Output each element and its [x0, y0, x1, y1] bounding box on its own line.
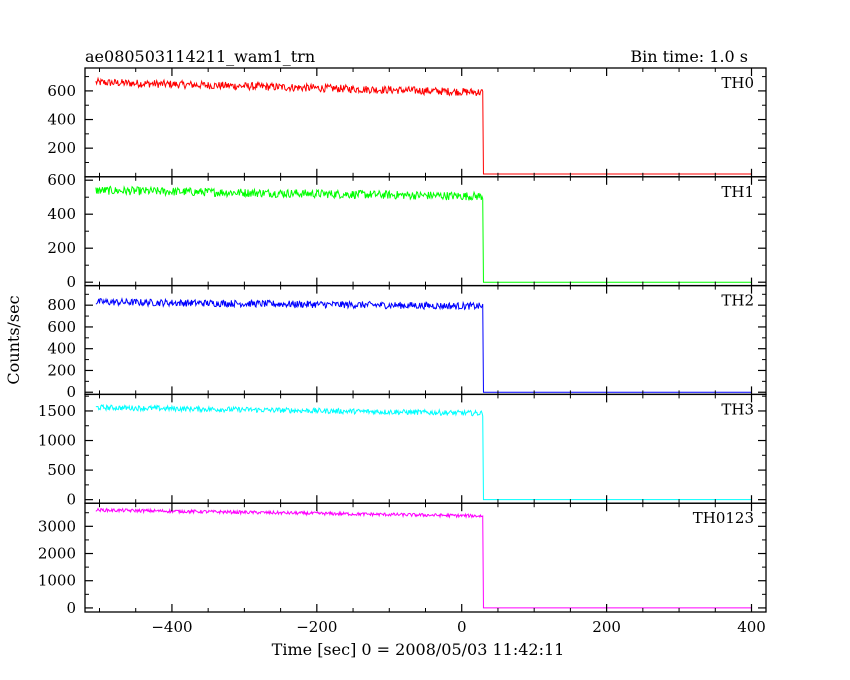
y-tick-label: 200 [47, 239, 76, 257]
y-tick-label: 600 [47, 171, 76, 189]
panel-frame [84, 176, 767, 287]
x-tick-label: −400 [151, 618, 192, 636]
x-tick-label: 400 [737, 618, 766, 636]
series-label-th3: TH3 [721, 400, 754, 418]
panels: 200 400 600 TH0 0 200 400 600 TH1 0 200 400 600 800 TH… [38, 67, 767, 636]
series-line-th3 [95, 403, 752, 501]
panel-th0123: 0 1000 2000 3000 TH0123 [38, 502, 767, 617]
y-tick-label: 400 [47, 111, 76, 129]
series-label-th2: TH2 [721, 292, 754, 310]
bin-time-label: Bin time: 1.0 s [630, 47, 748, 66]
panel-th1: 0 200 400 600 TH1 [47, 171, 767, 291]
y-tick-label: 2000 [38, 545, 76, 563]
chart-title: ae080503114211_wam1_trn [85, 47, 315, 66]
y-axis-title: Counts/sec [4, 295, 23, 384]
y-tick-label: 0 [66, 599, 76, 617]
series-label-th0123: TH0123 [693, 509, 754, 527]
panel-th3: 0 500 1000 1500 TH3 [38, 393, 767, 509]
series-line-th0 [95, 76, 752, 175]
y-tick-label: 400 [47, 205, 76, 223]
y-tick-label: 400 [47, 340, 76, 358]
y-tick-label: 1000 [38, 432, 76, 450]
y-tick-label: 500 [47, 461, 76, 479]
panel-frame [84, 502, 767, 613]
series-line-th1 [95, 185, 752, 283]
series-label-th0: TH0 [721, 74, 754, 92]
y-tick-label: 3000 [38, 517, 76, 535]
x-tick-label: 200 [592, 618, 621, 636]
series-line-th2 [95, 297, 752, 393]
x-tick-label: −200 [296, 618, 337, 636]
panel-th2: 0 200 400 600 800 TH2 [47, 284, 767, 401]
x-tick-label: 0 [457, 618, 467, 636]
y-tick-label: 600 [47, 82, 76, 100]
series-line-th0123 [95, 507, 752, 609]
y-tick-label: 0 [66, 383, 76, 401]
y-tick-label: 1000 [38, 572, 76, 590]
x-axis-title: Time [sec] 0 = 2008/05/03 11:42:11 [272, 640, 565, 659]
y-tick-label: 800 [47, 296, 76, 314]
series-label-th1: TH1 [721, 183, 754, 201]
y-tick-label: 200 [47, 139, 76, 157]
y-tick-label: 200 [47, 361, 76, 379]
y-tick-label: 1500 [38, 402, 76, 420]
panel-th0: 200 400 600 TH0 [47, 67, 767, 178]
y-tick-label: 0 [66, 491, 76, 509]
y-tick-label: 600 [47, 318, 76, 336]
y-tick-label: 0 [66, 273, 76, 291]
